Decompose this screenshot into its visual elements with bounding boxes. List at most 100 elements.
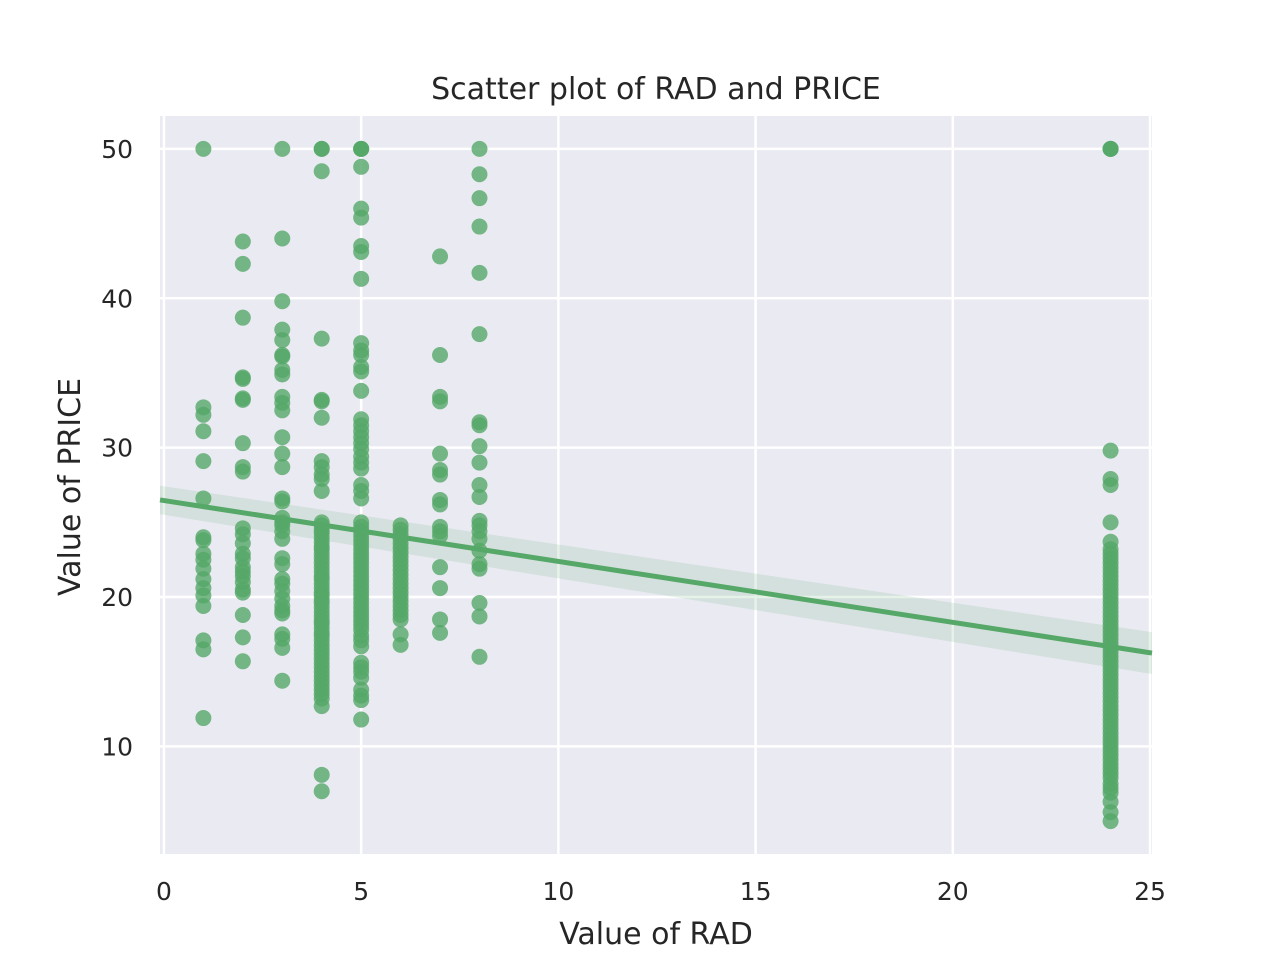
data-point (195, 710, 212, 727)
data-point (353, 638, 370, 655)
data-point (471, 530, 488, 547)
data-point (234, 435, 251, 452)
data-point (234, 309, 251, 326)
data-point (234, 584, 251, 601)
data-point (353, 692, 370, 709)
data-point (274, 445, 291, 462)
data-point (471, 264, 488, 281)
data-point (432, 393, 449, 410)
data-point (274, 140, 291, 157)
data-point (274, 402, 291, 419)
data-point (471, 140, 488, 157)
data-point (471, 166, 488, 183)
data-point (195, 532, 212, 549)
regression-line (159, 497, 1153, 656)
y-tick-labels: 10 20 30 40 50 (101, 135, 133, 762)
data-point (353, 711, 370, 728)
data-point (313, 393, 330, 410)
data-point (432, 347, 449, 364)
data-point (353, 460, 370, 477)
data-point (471, 608, 488, 625)
data-point (353, 382, 370, 399)
data-point (432, 445, 449, 462)
data-point (274, 348, 291, 365)
data-point (432, 580, 449, 597)
data-point (195, 423, 212, 440)
data-point (353, 669, 370, 686)
data-point (274, 230, 291, 247)
data-points (195, 140, 1119, 830)
x-tick-label: 20 (937, 877, 969, 906)
y-tick-label: 20 (101, 583, 133, 612)
data-point (432, 624, 449, 641)
data-point (432, 611, 449, 628)
data-point (353, 363, 370, 380)
data-point (353, 243, 370, 260)
data-point (353, 140, 370, 157)
data-point (313, 330, 330, 347)
x-tick-label: 25 (1134, 877, 1166, 906)
data-point (313, 766, 330, 783)
data-point (195, 140, 212, 157)
data-point (274, 605, 291, 622)
data-point (234, 606, 251, 623)
data-point (234, 391, 251, 408)
data-point (471, 648, 488, 665)
data-point (471, 190, 488, 207)
data-point (432, 527, 449, 544)
data-point (1102, 442, 1119, 459)
data-point (195, 453, 212, 470)
data-point (274, 639, 291, 656)
data-point (471, 454, 488, 471)
data-point (313, 163, 330, 180)
data-point (353, 490, 370, 507)
y-tick-label: 50 (101, 135, 133, 164)
data-point (195, 641, 212, 658)
x-tick-labels: 0 5 10 15 20 25 (156, 877, 1166, 906)
data-point (432, 466, 449, 483)
data-point (195, 406, 212, 423)
data-point (313, 783, 330, 800)
x-tick-label: 15 (740, 877, 772, 906)
x-tick-label: 10 (542, 877, 574, 906)
data-point (471, 488, 488, 505)
data-point (313, 409, 330, 426)
regression-line-stroke (159, 497, 1153, 656)
data-point (313, 698, 330, 715)
chart-title: Scatter plot of RAD and PRICE (431, 72, 881, 107)
data-point (274, 429, 291, 446)
data-point (313, 471, 330, 488)
y-tick-label: 40 (101, 284, 133, 313)
data-point (392, 611, 409, 628)
data-point (471, 326, 488, 343)
data-point (274, 332, 291, 349)
data-point (471, 477, 488, 493)
data-point (1102, 514, 1119, 531)
data-point (313, 140, 330, 157)
data-point (353, 209, 370, 226)
data-point (1102, 140, 1119, 157)
data-point (353, 347, 370, 364)
data-point (313, 482, 330, 499)
data-point (392, 636, 409, 653)
data-point (234, 463, 251, 480)
data-point (353, 270, 370, 287)
data-point (274, 672, 291, 689)
data-point (471, 560, 488, 577)
data-point (274, 293, 291, 310)
data-point (274, 530, 291, 547)
data-point (274, 459, 291, 476)
data-point (1102, 477, 1119, 493)
x-tick-label: 0 (156, 877, 172, 906)
data-point (234, 255, 251, 272)
data-point (274, 366, 291, 383)
data-point (353, 158, 370, 175)
data-point (234, 629, 251, 646)
data-point (432, 248, 449, 265)
y-tick-label: 10 (101, 732, 133, 761)
data-point (1102, 813, 1119, 830)
data-point (471, 438, 488, 455)
data-point (471, 218, 488, 235)
data-point (195, 490, 212, 507)
